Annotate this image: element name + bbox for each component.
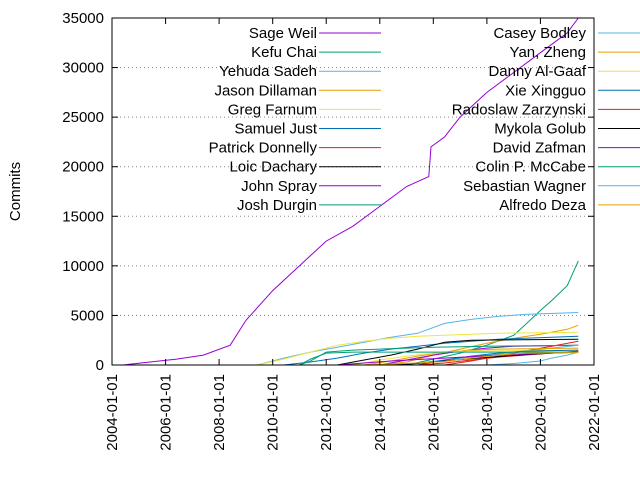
x-tick-label: 2012-01-01 <box>318 374 335 451</box>
y-axis-label: Commits <box>7 162 24 221</box>
x-tick-label: 2014-01-01 <box>372 374 389 451</box>
series-line-12 <box>352 349 579 366</box>
legend-label: Yan, Zheng <box>510 44 586 61</box>
y-tick-label: 20000 <box>62 159 104 176</box>
legend-label: Xie Xingguo <box>505 82 586 99</box>
x-tick-label: 2018-01-01 <box>479 374 496 451</box>
legend-label: Yehuda Sadeh <box>219 63 317 80</box>
legend-label: Radoslaw Zarzynski <box>452 101 586 118</box>
x-tick-label: 2022-01-01 <box>586 374 603 451</box>
legend-label: Patrick Donnelly <box>209 140 318 157</box>
legend-label: Sebastian Wagner <box>463 178 586 195</box>
legend-label: Mykola Golub <box>494 121 586 138</box>
x-tick-label: 2008-01-01 <box>211 374 228 451</box>
legend-label: Sage Weil <box>249 25 317 42</box>
legend-label: John Spray <box>241 178 317 195</box>
legend-label: Casey Bodley <box>493 25 586 42</box>
series-line-17 <box>299 351 579 366</box>
x-tick-label: 2004-01-01 <box>104 374 121 451</box>
axis-ticks: 0 5000 10000 15000 20000 25000 30000 35000 2004-… <box>62 10 603 451</box>
x-tick-label: 2020-01-01 <box>532 374 549 451</box>
series-line-0 <box>123 17 579 366</box>
legend-label: Colin P. McCabe <box>475 159 586 176</box>
y-tick-label: 15000 <box>62 208 104 225</box>
legend-label: Danny Al-Gaaf <box>488 63 586 80</box>
y-tick-label: 0 <box>96 357 104 374</box>
y-tick-label: 5000 <box>71 307 104 324</box>
legend-label: Jason Dillaman <box>214 82 317 99</box>
series-line-4 <box>256 331 579 366</box>
y-tick-label: 25000 <box>62 109 104 126</box>
legend-label: Greg Farnum <box>228 101 317 118</box>
y-tick-label: 10000 <box>62 258 104 275</box>
legend-label: Loic Dachary <box>229 159 317 176</box>
x-tick-label: 2006-01-01 <box>158 374 175 451</box>
x-tick-label: 2010-01-01 <box>265 374 282 451</box>
legend-label: David Zafman <box>493 140 586 157</box>
y-tick-label: 35000 <box>62 10 104 27</box>
x-tick-label: 2016-01-01 <box>425 374 442 451</box>
series-line-1 <box>406 260 579 366</box>
series-line-13 <box>417 349 579 366</box>
legend-label: Samuel Just <box>234 121 317 138</box>
series-line-9 <box>299 344 579 366</box>
series-line-16 <box>337 351 579 366</box>
series-line-18 <box>486 351 579 366</box>
series-line-19 <box>364 352 579 366</box>
legend: Sage Weil Kefu Chai Yehuda Sadeh Jason Dill… <box>209 25 640 214</box>
series-lines <box>123 17 579 366</box>
plot-frame <box>111 17 595 366</box>
legend-label: Kefu Chai <box>251 44 317 61</box>
legend-label: Alfredo Deza <box>499 197 586 214</box>
legend-label: Josh Durgin <box>237 197 317 214</box>
y-tick-label: 30000 <box>62 60 104 77</box>
